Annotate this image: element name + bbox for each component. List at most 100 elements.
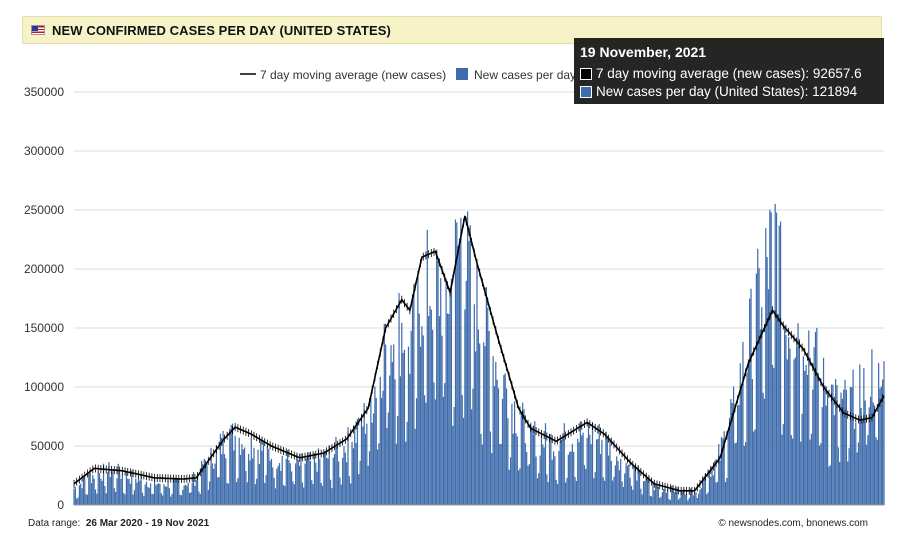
case-bar xyxy=(710,476,712,505)
case-bar xyxy=(460,217,462,506)
case-bar xyxy=(264,482,266,505)
case-bar xyxy=(660,496,662,505)
case-bar xyxy=(734,443,736,505)
case-bar xyxy=(839,462,841,505)
case-bar xyxy=(624,473,626,505)
case-bar xyxy=(393,344,395,505)
case-bar xyxy=(743,446,745,505)
case-bar xyxy=(664,489,666,505)
case-bar xyxy=(883,361,885,505)
case-bar xyxy=(762,392,764,505)
case-bar xyxy=(151,493,153,505)
case-bar xyxy=(191,482,193,505)
case-bar xyxy=(688,497,690,505)
case-bar xyxy=(350,483,352,505)
case-bar xyxy=(96,493,98,505)
case-bar xyxy=(198,491,200,505)
case-bar xyxy=(719,460,721,505)
case-bar xyxy=(140,475,142,505)
y-tick-label: 150000 xyxy=(24,321,64,335)
case-bar xyxy=(192,471,195,505)
case-bar xyxy=(625,463,627,505)
case-bar xyxy=(218,476,220,505)
case-bar xyxy=(108,462,110,505)
case-bar xyxy=(586,437,588,505)
case-bar xyxy=(565,482,567,505)
case-bar xyxy=(605,432,607,505)
case-bar xyxy=(825,405,827,505)
case-bar xyxy=(155,485,157,505)
case-bar xyxy=(221,454,223,505)
case-bar xyxy=(530,422,532,505)
case-bar xyxy=(436,249,438,505)
case-bar xyxy=(372,413,375,505)
case-bar xyxy=(175,478,177,505)
case-bar xyxy=(800,441,802,505)
case-bar xyxy=(127,478,129,505)
case-bar xyxy=(693,495,696,505)
case-bar xyxy=(835,379,837,505)
case-bar xyxy=(570,451,572,505)
case-bar xyxy=(581,435,583,505)
case-bar xyxy=(824,385,826,505)
case-bar xyxy=(433,382,435,505)
case-bar xyxy=(847,461,849,505)
case-bar xyxy=(801,413,803,505)
case-bar xyxy=(554,456,556,505)
case-bar xyxy=(779,221,782,505)
case-bar xyxy=(449,287,451,505)
case-bar xyxy=(629,477,631,505)
case-bar xyxy=(755,273,757,505)
case-bar xyxy=(665,492,667,505)
case-bar xyxy=(407,346,410,505)
case-bar xyxy=(563,423,565,505)
case-bar xyxy=(254,484,256,505)
case-bar xyxy=(499,444,501,505)
case-bar xyxy=(669,500,672,505)
case-bar xyxy=(789,348,791,505)
case-bar xyxy=(559,441,561,505)
case-bar xyxy=(320,482,322,505)
case-bar xyxy=(804,370,806,505)
case-bar xyxy=(826,390,829,505)
case-bar xyxy=(684,494,686,505)
data-range: Data range: 26 Mar 2020 - 19 Nov 2021 xyxy=(28,518,209,529)
case-bar xyxy=(168,488,170,505)
case-bar xyxy=(757,248,759,505)
case-bar xyxy=(303,487,305,505)
case-bar xyxy=(375,397,377,505)
case-bar xyxy=(422,335,424,505)
tooltip-cases-row: New cases per day (United States): 12189… xyxy=(580,83,878,101)
case-bar xyxy=(667,488,669,505)
case-bar xyxy=(278,462,281,505)
case-bar xyxy=(675,492,677,505)
case-bar xyxy=(518,470,520,505)
case-bar xyxy=(724,481,727,505)
case-bar xyxy=(732,386,735,505)
case-bar xyxy=(539,455,541,505)
case-bar xyxy=(591,423,594,505)
case-bar xyxy=(85,494,87,505)
case-bar xyxy=(77,497,79,505)
y-tick-label: 350000 xyxy=(24,85,64,99)
case-bar xyxy=(813,347,815,505)
case-bar xyxy=(116,478,118,505)
case-bar xyxy=(371,422,373,505)
case-bar xyxy=(246,482,248,505)
case-bar xyxy=(376,449,379,505)
case-bar xyxy=(148,487,150,505)
case-bar xyxy=(676,487,678,505)
case-bar xyxy=(292,481,294,505)
case-bar xyxy=(338,461,340,505)
case-bar xyxy=(653,490,655,505)
case-bar xyxy=(582,432,584,505)
case-bar xyxy=(461,394,463,505)
case-bar xyxy=(492,356,494,505)
case-bar xyxy=(618,470,620,505)
case-bar xyxy=(548,434,551,505)
case-bar xyxy=(358,474,360,505)
case-bar xyxy=(681,492,684,505)
case-bar xyxy=(656,486,658,505)
case-bar xyxy=(696,498,698,505)
